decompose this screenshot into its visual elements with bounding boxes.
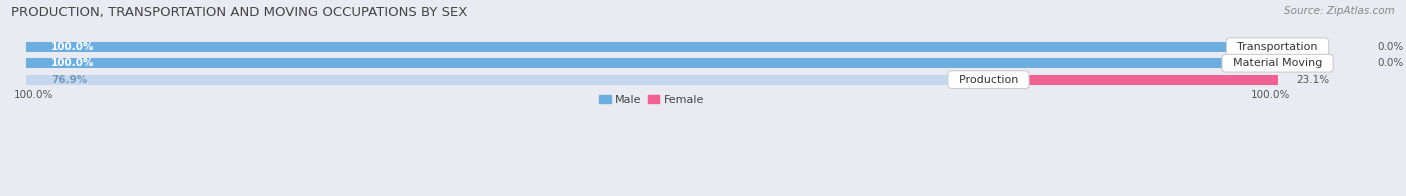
- Text: PRODUCTION, TRANSPORTATION AND MOVING OCCUPATIONS BY SEX: PRODUCTION, TRANSPORTATION AND MOVING OC…: [11, 6, 468, 19]
- Text: 100.0%: 100.0%: [14, 90, 53, 100]
- Legend: Male, Female: Male, Female: [595, 91, 709, 109]
- Bar: [988, 74, 1278, 85]
- Bar: [25, 42, 1278, 52]
- Text: 100.0%: 100.0%: [1251, 90, 1291, 100]
- Text: 100.0%: 100.0%: [51, 58, 94, 68]
- Text: 0.0%: 0.0%: [1378, 42, 1405, 52]
- Text: Material Moving: Material Moving: [1226, 58, 1329, 68]
- Text: Source: ZipAtlas.com: Source: ZipAtlas.com: [1284, 6, 1395, 16]
- Bar: [25, 58, 1278, 68]
- Bar: [25, 58, 1278, 68]
- Bar: [25, 74, 988, 85]
- Bar: [25, 42, 1278, 52]
- Text: 76.9%: 76.9%: [51, 75, 87, 85]
- Bar: [25, 74, 1278, 85]
- Text: Transportation: Transportation: [1230, 42, 1324, 52]
- Text: 0.0%: 0.0%: [1378, 58, 1405, 68]
- Text: 100.0%: 100.0%: [51, 42, 94, 52]
- Text: Production: Production: [952, 75, 1025, 85]
- Text: 23.1%: 23.1%: [1296, 75, 1330, 85]
